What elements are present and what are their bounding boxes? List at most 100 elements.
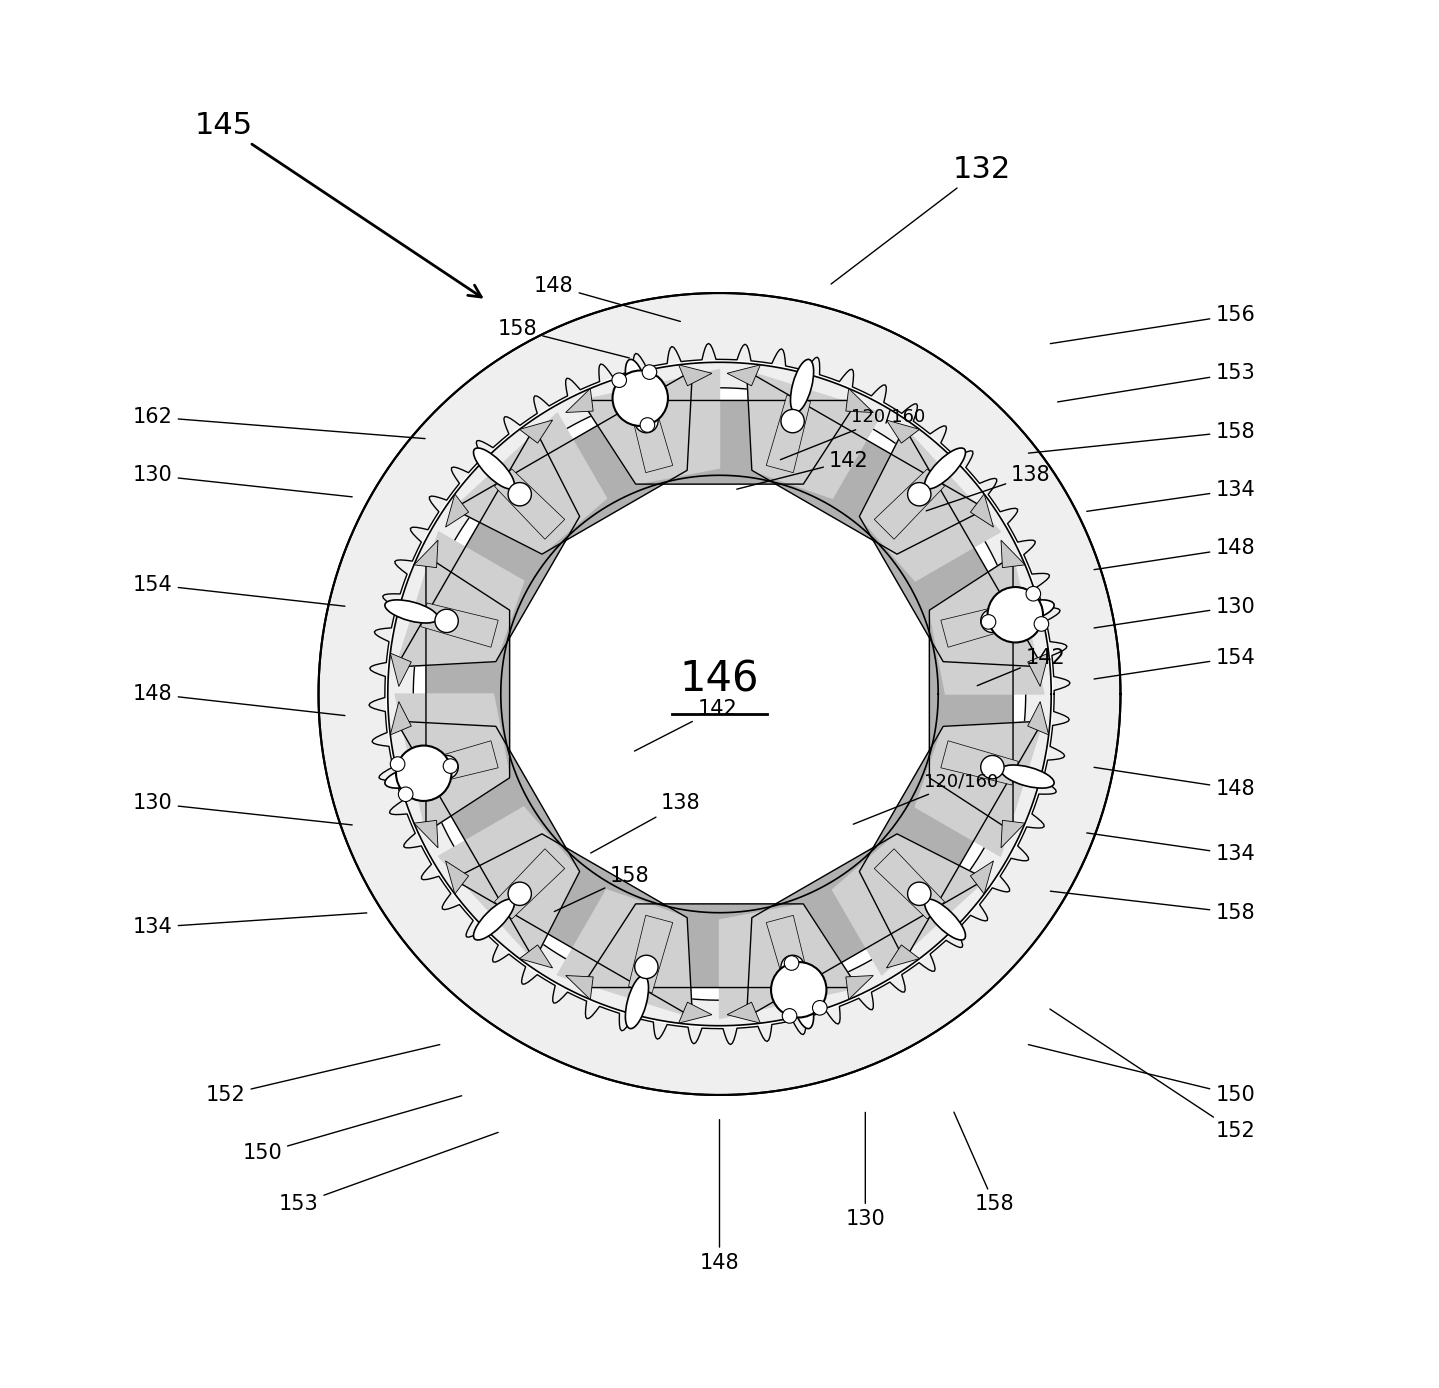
Polygon shape bbox=[453, 834, 692, 1017]
Text: 148: 148 bbox=[534, 276, 681, 322]
Polygon shape bbox=[766, 396, 810, 473]
Circle shape bbox=[1035, 616, 1049, 632]
Text: 120/160: 120/160 bbox=[780, 408, 925, 459]
Text: 158: 158 bbox=[554, 866, 650, 912]
Polygon shape bbox=[846, 389, 873, 412]
Circle shape bbox=[1026, 586, 1040, 601]
Text: 134: 134 bbox=[1086, 833, 1255, 865]
Ellipse shape bbox=[626, 976, 649, 1029]
Circle shape bbox=[783, 1009, 797, 1023]
Polygon shape bbox=[875, 849, 944, 919]
Ellipse shape bbox=[384, 600, 437, 623]
Polygon shape bbox=[581, 904, 858, 987]
Polygon shape bbox=[581, 401, 858, 484]
Polygon shape bbox=[519, 945, 553, 967]
Polygon shape bbox=[557, 890, 692, 1017]
Text: 152: 152 bbox=[206, 1045, 440, 1105]
Circle shape bbox=[981, 615, 996, 629]
Ellipse shape bbox=[1002, 765, 1055, 788]
Circle shape bbox=[443, 759, 458, 773]
Circle shape bbox=[987, 587, 1043, 643]
Polygon shape bbox=[859, 722, 1043, 960]
Text: 148: 148 bbox=[1094, 768, 1255, 798]
Polygon shape bbox=[396, 428, 580, 666]
Ellipse shape bbox=[925, 899, 966, 940]
Polygon shape bbox=[747, 371, 986, 554]
Polygon shape bbox=[629, 396, 673, 473]
Polygon shape bbox=[930, 555, 1043, 694]
Circle shape bbox=[781, 409, 804, 433]
Polygon shape bbox=[679, 365, 712, 386]
Text: 130: 130 bbox=[1094, 597, 1255, 627]
Polygon shape bbox=[420, 741, 498, 786]
Polygon shape bbox=[519, 421, 553, 443]
Text: 142: 142 bbox=[737, 451, 869, 489]
Polygon shape bbox=[941, 602, 1019, 647]
Polygon shape bbox=[720, 904, 858, 1019]
Polygon shape bbox=[1027, 701, 1049, 734]
Circle shape bbox=[390, 756, 404, 772]
Text: 120/160: 120/160 bbox=[853, 773, 997, 824]
Polygon shape bbox=[1002, 820, 1025, 848]
Polygon shape bbox=[727, 1002, 760, 1023]
Polygon shape bbox=[390, 701, 412, 734]
Circle shape bbox=[908, 883, 931, 905]
Circle shape bbox=[981, 609, 1004, 633]
Polygon shape bbox=[446, 861, 469, 894]
Text: 158: 158 bbox=[1050, 891, 1255, 923]
Circle shape bbox=[435, 755, 458, 779]
Text: 130: 130 bbox=[846, 1112, 885, 1228]
Text: 158: 158 bbox=[1029, 422, 1255, 452]
Circle shape bbox=[642, 365, 656, 379]
Circle shape bbox=[781, 955, 804, 979]
Polygon shape bbox=[390, 654, 412, 687]
Text: 152: 152 bbox=[1050, 1009, 1255, 1141]
Polygon shape bbox=[859, 428, 1000, 582]
Polygon shape bbox=[420, 602, 498, 647]
Polygon shape bbox=[679, 1002, 712, 1023]
Circle shape bbox=[640, 418, 655, 432]
Ellipse shape bbox=[384, 765, 437, 788]
Text: 148: 148 bbox=[699, 1120, 740, 1273]
Circle shape bbox=[981, 755, 1004, 779]
Polygon shape bbox=[414, 540, 437, 568]
Text: 146: 146 bbox=[679, 658, 760, 701]
Circle shape bbox=[612, 373, 626, 387]
Text: 130: 130 bbox=[132, 794, 353, 824]
Text: 158: 158 bbox=[498, 319, 629, 358]
Circle shape bbox=[908, 483, 931, 505]
Ellipse shape bbox=[473, 448, 514, 489]
Polygon shape bbox=[915, 722, 1043, 856]
Ellipse shape bbox=[790, 359, 813, 412]
Polygon shape bbox=[581, 369, 720, 484]
Text: 142: 142 bbox=[977, 648, 1065, 686]
Text: 156: 156 bbox=[1050, 305, 1255, 344]
Polygon shape bbox=[387, 362, 1052, 1026]
Polygon shape bbox=[941, 741, 1019, 786]
Polygon shape bbox=[930, 555, 1013, 833]
Polygon shape bbox=[886, 421, 920, 443]
Text: 148: 148 bbox=[132, 684, 345, 716]
Polygon shape bbox=[396, 722, 580, 960]
Text: 153: 153 bbox=[279, 1133, 498, 1214]
Polygon shape bbox=[453, 414, 606, 554]
Polygon shape bbox=[747, 371, 882, 498]
Polygon shape bbox=[747, 834, 986, 1017]
Text: 134: 134 bbox=[132, 913, 367, 937]
Text: 154: 154 bbox=[1094, 648, 1255, 679]
Polygon shape bbox=[446, 494, 469, 527]
Text: 142: 142 bbox=[635, 698, 737, 751]
Text: 150: 150 bbox=[1029, 1045, 1255, 1105]
Text: 158: 158 bbox=[954, 1112, 1014, 1214]
Polygon shape bbox=[875, 469, 944, 539]
Polygon shape bbox=[566, 389, 593, 412]
Text: 134: 134 bbox=[1086, 480, 1255, 511]
Polygon shape bbox=[1027, 654, 1049, 687]
Ellipse shape bbox=[473, 899, 514, 940]
Text: 145: 145 bbox=[194, 111, 481, 297]
Circle shape bbox=[508, 883, 531, 905]
Circle shape bbox=[508, 483, 531, 505]
Ellipse shape bbox=[626, 359, 649, 412]
Polygon shape bbox=[970, 861, 993, 894]
Polygon shape bbox=[629, 915, 673, 992]
